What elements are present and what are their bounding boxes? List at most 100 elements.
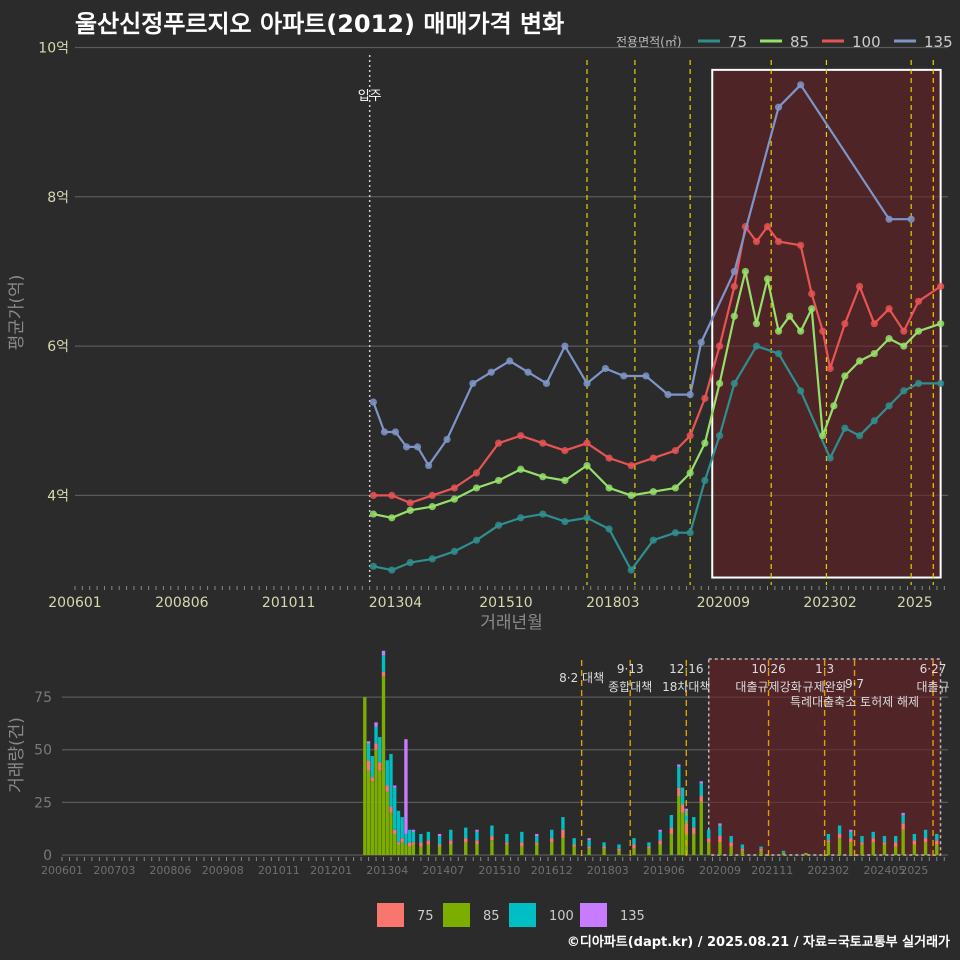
volume-bar-100	[505, 833, 509, 843]
policy-label: 10·26	[751, 662, 785, 676]
price-point-135	[487, 368, 495, 376]
price-point-75	[774, 349, 783, 358]
volume-bar-135	[411, 829, 416, 832]
price-point-135	[391, 428, 400, 436]
volume-bar-85	[707, 842, 711, 855]
volume-bar-85	[419, 846, 423, 855]
price-point-135	[583, 379, 591, 388]
price-point-75	[450, 547, 459, 556]
price-point-100	[808, 290, 816, 298]
volume-bar-85	[366, 770, 371, 855]
volume-bar-100	[393, 787, 397, 830]
price-point-75	[406, 559, 414, 567]
price-point-85	[649, 488, 657, 496]
volume-bar-75	[505, 842, 509, 845]
volume-bar-75	[893, 842, 898, 847]
volume-bar-85	[871, 842, 875, 855]
price-y-axis-title: 평균가(억)	[7, 275, 27, 351]
price-point-75	[671, 529, 680, 537]
policy-sublabel: 특례대출축소 토허제 해제	[790, 695, 919, 709]
price-point-100	[870, 320, 878, 328]
volume-bar-85	[882, 844, 887, 855]
volume-bar-75	[699, 796, 703, 803]
volume-bar-85	[658, 844, 662, 855]
volume-bar-100	[658, 831, 662, 841]
volume-bar-85	[740, 850, 745, 855]
volume-bar-135	[699, 781, 703, 784]
price-legend-label-75: 75	[728, 33, 747, 51]
price-point-135	[542, 379, 551, 388]
volume-bar-85	[400, 842, 404, 855]
volume-legend-label-135: 135	[620, 909, 645, 924]
footer-credit: ©디아파트(dapt.kr) / 2025.08.21 / 자료=국토교통부 실…	[566, 935, 950, 950]
volume-bar-75	[407, 842, 412, 847]
volume-bar-85	[804, 852, 808, 855]
volume-bar-85	[587, 848, 591, 855]
volume-bar-75	[923, 838, 928, 843]
price-point-100	[583, 439, 591, 447]
volume-bar-100	[407, 829, 412, 843]
volume-bar-85	[449, 844, 453, 855]
volume-bar-85	[520, 846, 524, 855]
volume-bar-100	[684, 810, 688, 824]
volume-bar-75	[602, 846, 606, 849]
price-point-135	[524, 368, 532, 376]
volume-bar-100	[381, 655, 386, 672]
price-point-100	[649, 454, 657, 462]
price-point-85	[450, 495, 459, 503]
volume-bar-75	[370, 777, 374, 782]
volume-bar-85	[893, 846, 898, 855]
volume-bar-85	[647, 848, 651, 855]
volume-x-tick-label: 200908	[202, 864, 244, 877]
price-point-135	[369, 398, 377, 406]
price-point-135	[380, 428, 389, 436]
price-line-100	[373, 225, 942, 504]
volume-bar-100	[437, 836, 442, 845]
volume-bar-75	[396, 842, 401, 845]
volume-legend-label-85: 85	[483, 909, 500, 924]
volume-bar-100	[400, 817, 404, 839]
volume-bar-135	[849, 829, 853, 832]
volume-bar-75	[572, 844, 576, 847]
price-point-135	[664, 391, 672, 399]
volume-bar-100	[871, 831, 875, 839]
volume-bar-100	[669, 815, 674, 828]
volume-bar-75	[490, 836, 494, 841]
price-point-75	[517, 514, 525, 522]
price-point-100	[406, 499, 414, 507]
volume-bar-100	[475, 831, 479, 841]
volume-bar-100	[677, 766, 681, 788]
volume-bar-100	[860, 836, 864, 843]
volume-bar-100	[826, 833, 831, 841]
price-legend-title: 전용면적(㎡)	[616, 35, 682, 49]
price-point-75	[752, 342, 761, 350]
price-point-85	[730, 312, 738, 320]
volume-x-tick-label: 201011	[258, 864, 300, 877]
price-point-100	[914, 297, 923, 305]
price-point-85	[406, 506, 414, 514]
price-point-100	[495, 439, 503, 447]
volume-bar-100	[572, 838, 576, 845]
policy-sublabel: 18차대책	[662, 679, 710, 694]
price-point-100	[819, 327, 827, 335]
price-point-85	[808, 305, 816, 313]
volume-bar-85	[617, 850, 621, 855]
move-in-label: 입주	[358, 89, 382, 104]
volume-bar-100	[923, 829, 928, 839]
volume-bar-85	[699, 802, 703, 855]
volume-bar-100	[912, 833, 917, 841]
volume-bar-75	[680, 804, 685, 813]
price-point-85	[627, 491, 635, 500]
volume-bar-75	[385, 785, 389, 792]
volume-bar-85	[669, 833, 674, 855]
price-x-tick-label: 201803	[586, 595, 639, 611]
price-point-135	[885, 215, 893, 223]
price-point-85	[937, 320, 945, 328]
price-point-135	[506, 357, 514, 365]
volume-bar-100	[602, 842, 606, 847]
policy-sublabel: 대출규제강화	[735, 680, 801, 694]
volume-bar-135	[381, 650, 386, 655]
volume-bar-100	[366, 743, 371, 761]
volume-bar-100	[632, 838, 636, 845]
price-point-85	[763, 275, 772, 283]
